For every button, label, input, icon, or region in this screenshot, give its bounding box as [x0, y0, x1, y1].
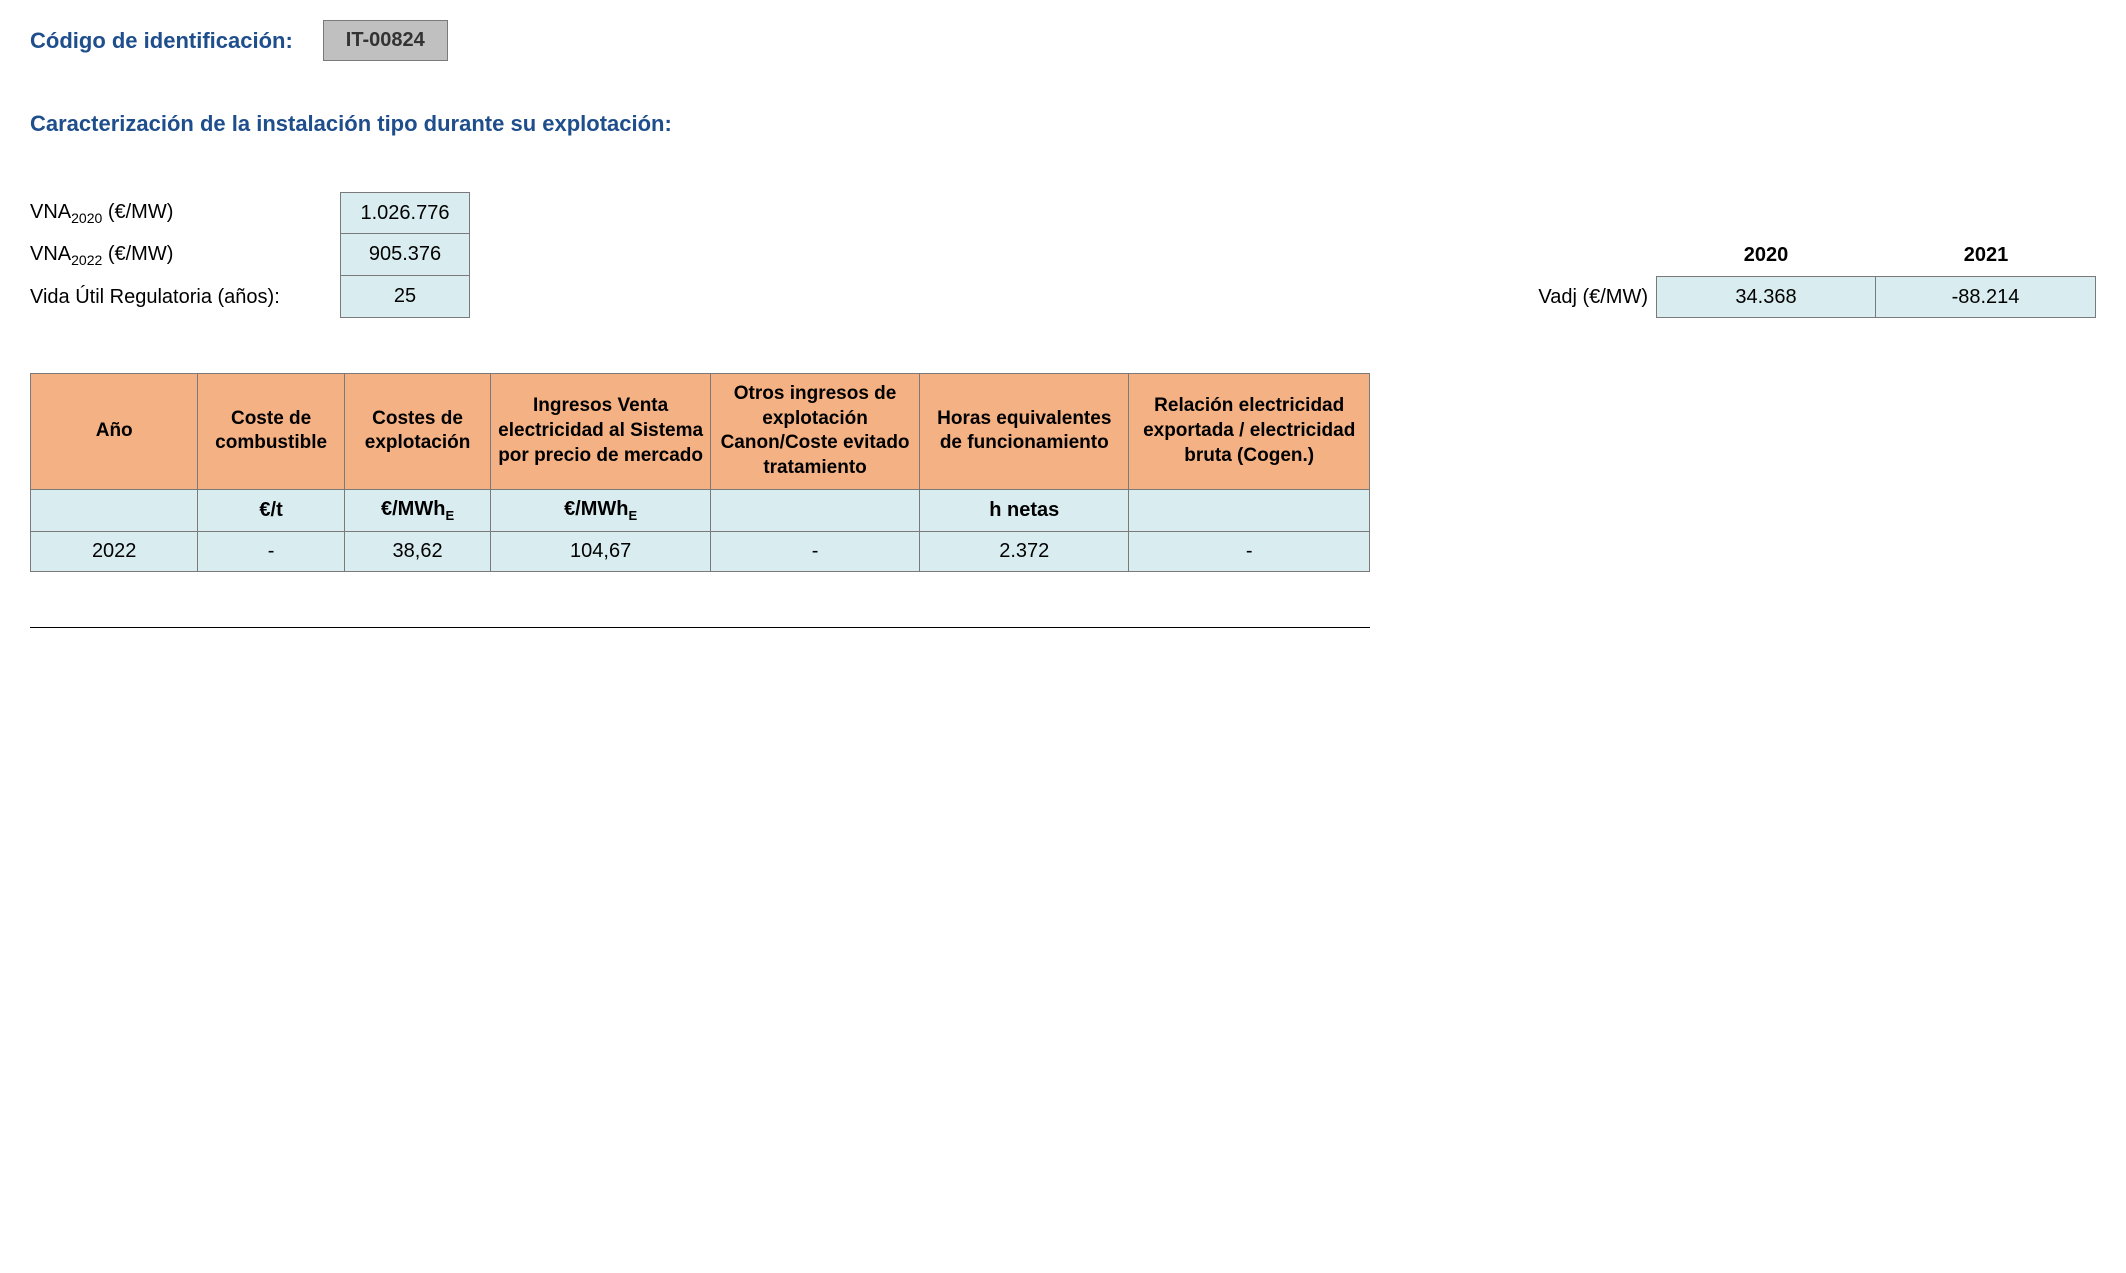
identification-header: Código de identificación: IT-00824 [30, 20, 2096, 61]
vna2020-label: VNA2020 (€/MW) [30, 201, 340, 226]
vna2022-label: VNA2022 (€/MW) [30, 243, 340, 268]
vna2020-post: (€/MW) [102, 201, 173, 223]
vida-value: 25 [340, 276, 470, 318]
unit-expl: €/MWhE [344, 489, 490, 531]
vna2022-value: 905.376 [340, 234, 470, 276]
unit-ing-sub: E [629, 508, 638, 523]
cell-otros: - [710, 531, 919, 571]
vna2022-post: (€/MW) [102, 243, 173, 265]
cell-horas: 2.372 [920, 531, 1129, 571]
unit-rel [1129, 489, 1370, 531]
vna2020-sub: 2020 [71, 210, 102, 226]
main-data-table: Año Coste de combustible Costes de explo… [30, 373, 1370, 572]
th-horas: Horas equivalentes de funcionamiento [920, 374, 1129, 490]
vadj-label: Vadj (€/MW) [1526, 286, 1656, 309]
unit-expl-sub: E [445, 508, 454, 523]
cell-rel: - [1129, 531, 1370, 571]
vna2022-sub: 2022 [71, 252, 102, 268]
vna2022-pre: VNA [30, 243, 71, 265]
vadj-row: Vadj (€/MW) 34.368 -88.214 [1526, 276, 2096, 318]
year-header-2020: 2020 [1656, 244, 1876, 267]
parameters-area: VNA2020 (€/MW) 1.026.776 VNA2022 (€/MW) … [30, 192, 2096, 318]
th-otros: Otros ingresos de explotación Canon/Cost… [710, 374, 919, 490]
vna2020-pre: VNA [30, 201, 71, 223]
vadj-2021-value: -88.214 [1876, 276, 2096, 318]
unit-otros [710, 489, 919, 531]
vna2020-row: VNA2020 (€/MW) 1.026.776 [30, 192, 470, 234]
unit-horas: h netas [920, 489, 1129, 531]
unit-expl-pre: €/MWh [381, 498, 445, 520]
th-ano: Año [31, 374, 198, 490]
vna2020-value: 1.026.776 [340, 192, 470, 234]
year-header-2021: 2021 [1876, 244, 2096, 267]
th-ingresos: Ingresos Venta electricidad al Sistema p… [491, 374, 711, 490]
th-explotacion: Costes de explotación [344, 374, 490, 490]
unit-ing-pre: €/MWh [564, 498, 628, 520]
vida-label: Vida Útil Regulatoria (años): [30, 286, 340, 309]
left-parameters: VNA2020 (€/MW) 1.026.776 VNA2022 (€/MW) … [30, 192, 470, 318]
identification-code-box: IT-00824 [323, 20, 448, 61]
cell-comb: - [198, 531, 344, 571]
right-parameters: 2020 2021 Vadj (€/MW) 34.368 -88.214 [1526, 234, 2096, 318]
th-combustible: Coste de combustible [198, 374, 344, 490]
vna2022-row: VNA2022 (€/MW) 905.376 [30, 234, 470, 276]
year-headers-row: 2020 2021 [1526, 234, 2096, 276]
table-data-row: 2022 - 38,62 104,67 - 2.372 - [31, 531, 1370, 571]
identification-label: Código de identificación: [30, 28, 293, 54]
unit-ano [31, 489, 198, 531]
unit-ing: €/MWhE [491, 489, 711, 531]
vida-row: Vida Útil Regulatoria (años): 25 [30, 276, 470, 318]
cell-ano: 2022 [31, 531, 198, 571]
divider-line [30, 627, 1370, 628]
vadj-2020-value: 34.368 [1656, 276, 1876, 318]
cell-ing: 104,67 [491, 531, 711, 571]
table-units-row: €/t €/MWhE €/MWhE h netas [31, 489, 1370, 531]
unit-comb: €/t [198, 489, 344, 531]
section-title: Caracterización de la instalación tipo d… [30, 111, 2096, 137]
th-relacion: Relación electricidad exportada / electr… [1129, 374, 1370, 490]
cell-expl: 38,62 [344, 531, 490, 571]
table-header-row: Año Coste de combustible Costes de explo… [31, 374, 1370, 490]
